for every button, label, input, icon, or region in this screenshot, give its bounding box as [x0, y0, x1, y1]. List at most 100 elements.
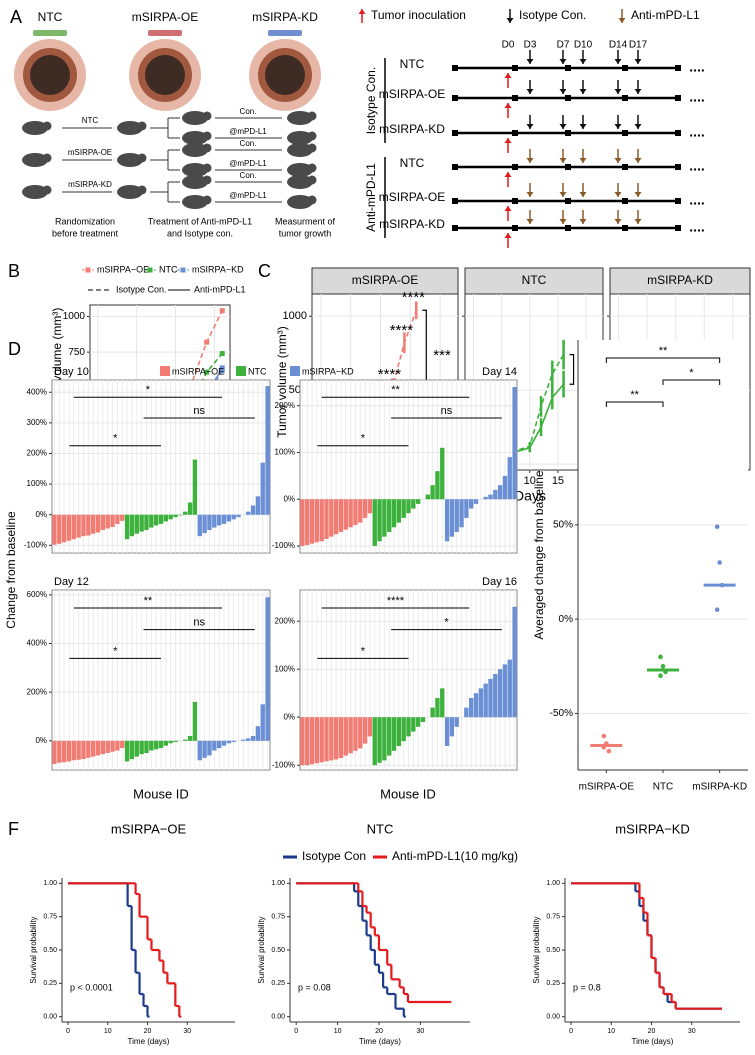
bar [255, 726, 261, 741]
timeline-marker [452, 164, 458, 170]
x-tick-label: mSIRPA-KD [692, 782, 747, 793]
bar [314, 499, 320, 543]
timeline-marker [675, 198, 681, 204]
bar [236, 514, 241, 518]
x-tick-label: 30 [416, 1028, 424, 1035]
x-tick-label: NTC [653, 782, 674, 793]
bar [153, 740, 159, 750]
y-tick-label: 0.50 [271, 947, 285, 954]
data-point [219, 365, 225, 371]
timeline-marker [565, 65, 571, 71]
bar [265, 386, 270, 515]
significance-bracket [662, 379, 721, 385]
significance-label: * [113, 645, 118, 657]
bar [415, 499, 421, 504]
y-tick-label: 0.50 [43, 947, 57, 954]
timeline-marker [622, 225, 628, 231]
bar [173, 740, 178, 743]
continuation: .... [689, 192, 705, 208]
bar [134, 514, 139, 534]
row-label: NTC [400, 156, 425, 170]
continuation: .... [689, 124, 705, 140]
bar [129, 514, 135, 537]
y-tick-label: 750 [68, 347, 85, 358]
y-tick-label: 0% [283, 712, 295, 721]
arrow-head [614, 89, 622, 94]
bar [192, 459, 198, 515]
timeline-marker [622, 130, 628, 136]
bar [300, 717, 305, 766]
mouse-head [42, 185, 52, 195]
arrow-head [614, 124, 622, 129]
mouse [287, 143, 313, 157]
y-tick-label: 1.00 [43, 880, 57, 887]
mouse [287, 163, 313, 177]
row-label: mSIRPA-OE [379, 190, 445, 204]
bar [149, 740, 154, 751]
bar [377, 499, 382, 542]
bar [158, 740, 164, 749]
bar [401, 499, 406, 518]
bar [362, 499, 368, 518]
mouse-head [137, 185, 147, 195]
panel-label: F [8, 819, 19, 839]
bar [120, 740, 125, 749]
significance-label: ** [144, 595, 153, 607]
arrow-head [618, 18, 626, 23]
bar [391, 717, 397, 751]
row-label: NTC [400, 57, 425, 71]
legend-label: Isotype Con [302, 849, 366, 863]
arrow-head [634, 158, 642, 163]
bar [71, 740, 76, 761]
bar [338, 717, 344, 758]
bar [265, 597, 270, 741]
bar [163, 514, 169, 522]
bar [377, 717, 382, 763]
bar [163, 740, 169, 746]
bar [411, 717, 416, 732]
subplot-title: NTC [367, 821, 394, 836]
arrow-head [634, 124, 642, 129]
bar [110, 740, 115, 752]
bar [411, 499, 416, 509]
timeline-marker [565, 95, 571, 101]
bar [76, 740, 81, 760]
bar [260, 704, 265, 741]
bar [464, 499, 469, 518]
legend-label: Tumor inoculation [371, 8, 466, 22]
bar [362, 717, 368, 744]
bar [367, 717, 373, 737]
bar [338, 499, 344, 532]
bar [81, 740, 86, 760]
timeline-marker [565, 225, 571, 231]
y-tick-label: 200% [275, 616, 295, 625]
bar [401, 717, 406, 742]
continuation: .... [689, 89, 705, 105]
p-value: p = 0.8 [573, 982, 601, 992]
x-tick-label: 0 [569, 1028, 573, 1035]
mouse [287, 111, 313, 125]
tumor-label: mSIRPA-OE [132, 10, 198, 24]
p-value: p = 0.08 [298, 982, 331, 992]
bar [110, 514, 115, 527]
bar [333, 499, 339, 535]
mouse-label: mSIRPA-OE [68, 148, 112, 157]
arrow-head [559, 158, 567, 163]
bar [387, 499, 392, 532]
bar [231, 740, 236, 743]
mouse [22, 185, 48, 199]
bar [454, 717, 459, 727]
arrow-head [526, 124, 534, 129]
bar [469, 499, 474, 509]
caption: Treatment of Anti-mPD-L1 [148, 216, 252, 226]
significance-label: * [361, 645, 366, 657]
arrow-head [526, 219, 534, 224]
plot-frame [578, 340, 748, 770]
bar [66, 514, 72, 541]
bar [367, 499, 373, 514]
y-tick-label: -100% [272, 541, 295, 550]
arrow-head [504, 206, 512, 211]
mouse-head [307, 143, 317, 153]
bar [100, 514, 106, 531]
arrow-head [614, 158, 622, 163]
